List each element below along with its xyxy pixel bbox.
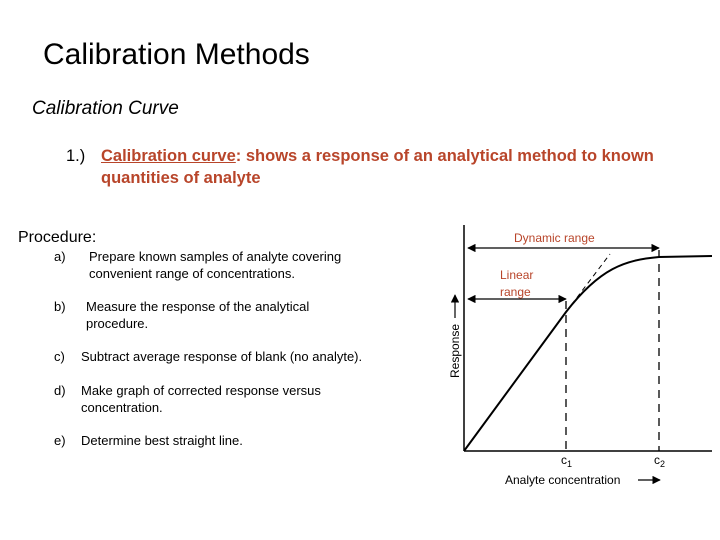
definition-number: 1.): [66, 147, 86, 165]
step-label: a): [54, 249, 66, 264]
linear-range-label: Linear: [500, 268, 533, 282]
y-axis-label: Response: [448, 324, 462, 378]
step-text: Prepare known samples of analyte coverin…: [89, 249, 342, 281]
definition: 1.) Calibration curve: shows a response …: [66, 145, 716, 189]
step-text: Make graph of corrected response versus …: [81, 383, 321, 415]
response-curve: [463, 255, 713, 452]
definition-body: Calibration curve: shows a response of a…: [101, 145, 716, 189]
c1-label: c1: [561, 453, 572, 469]
step-text: Determine best straight line.: [81, 433, 243, 448]
dynamic-range-label-bg: [506, 229, 606, 246]
dynamic-range-label: Dynamic range: [514, 231, 595, 245]
definition-term: Calibration curve: [101, 147, 236, 165]
linear-range-label: range: [500, 285, 531, 299]
x-axis-label: Analyte concentration: [505, 473, 620, 487]
procedure-heading: Procedure:: [18, 229, 97, 246]
definition-text: : shows a response of an analytical meth…: [101, 147, 654, 187]
c2-label: c2: [654, 453, 665, 469]
page-title: Calibration Methods: [43, 38, 310, 71]
step-label: e): [54, 433, 66, 448]
step-label: d): [54, 383, 66, 398]
step-text: Measure the response of the analytical p…: [86, 299, 310, 331]
section-subtitle: Calibration Curve: [32, 98, 179, 119]
step-text: Subtract average response of blank (no a…: [81, 349, 363, 364]
step-label: c): [54, 349, 65, 364]
step-label: b): [54, 299, 66, 314]
